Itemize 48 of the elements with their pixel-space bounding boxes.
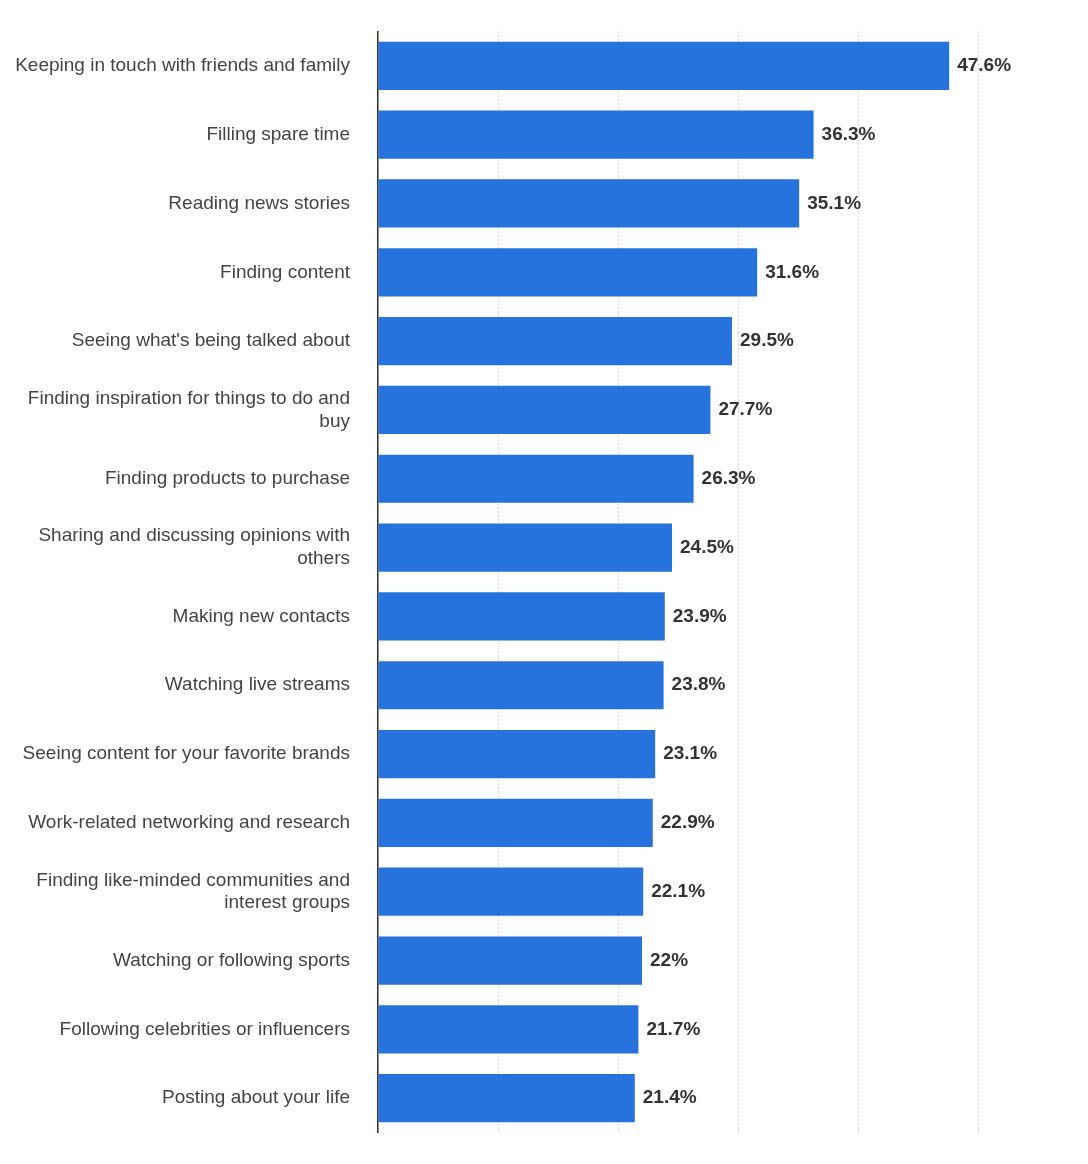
bar [378,661,664,710]
bar [378,729,656,779]
y-tick-label: Keeping in touch with friends and family [15,54,351,76]
bar [378,523,672,572]
bar [378,248,758,297]
data-label: 21.7% [646,1017,701,1039]
y-tick-label: Work-related networking and research [28,811,350,833]
bar [378,798,653,847]
bar [378,385,711,435]
data-label: 35.1% [807,191,862,213]
y-tick-label: Finding inspiration for things to do and buy [27,386,351,431]
data-label: 24.5% [680,535,734,557]
data-label: 22.1% [651,879,706,901]
data-label: 26.3% [701,467,756,488]
bar [378,867,644,916]
bar [378,41,950,90]
data-label: 23.8% [671,673,726,695]
y-tick-label: Watching live streams [164,673,350,695]
data-label: 27.7% [718,398,773,420]
y-tick-label: Reading news stories [168,191,350,213]
bar [378,1074,635,1123]
data-label: 23.1% [663,742,718,764]
bar [378,110,814,159]
data-label: 29.5% [740,329,794,351]
y-tick-label: Making new contacts [172,604,350,626]
data-label: 23.9% [672,604,727,626]
bar [378,317,732,366]
data-label: 22% [650,948,689,970]
bar [378,936,642,985]
y-tick-label: Finding products to purchase [104,467,350,488]
y-tick-label: Posting about your life [161,1086,350,1108]
data-label: 22.9% [660,811,715,833]
data-label: 31.6% [765,260,820,282]
bar [378,454,694,503]
y-tick-label: Sharing and discussing opinions with others [38,524,350,569]
y-tick-label: Filling spare time [206,122,350,144]
bar [378,1005,639,1054]
y-tick-label: Following celebrities or influencers [59,1017,350,1039]
bar [378,592,665,641]
y-tick-label: Finding content [220,260,351,282]
bar [378,179,800,228]
y-tick-label: Seeing what's being talked about [71,329,351,351]
y-tick-label: Seeing content for your favorite brands [22,742,350,764]
y-tick-label: Finding like-minded communities and interest groups [36,868,350,913]
data-label: 47.6% [957,54,1012,76]
y-tick-label: Watching or following sports [113,948,350,970]
data-label: 36.3% [821,122,876,144]
data-label: 21.4% [642,1086,697,1108]
